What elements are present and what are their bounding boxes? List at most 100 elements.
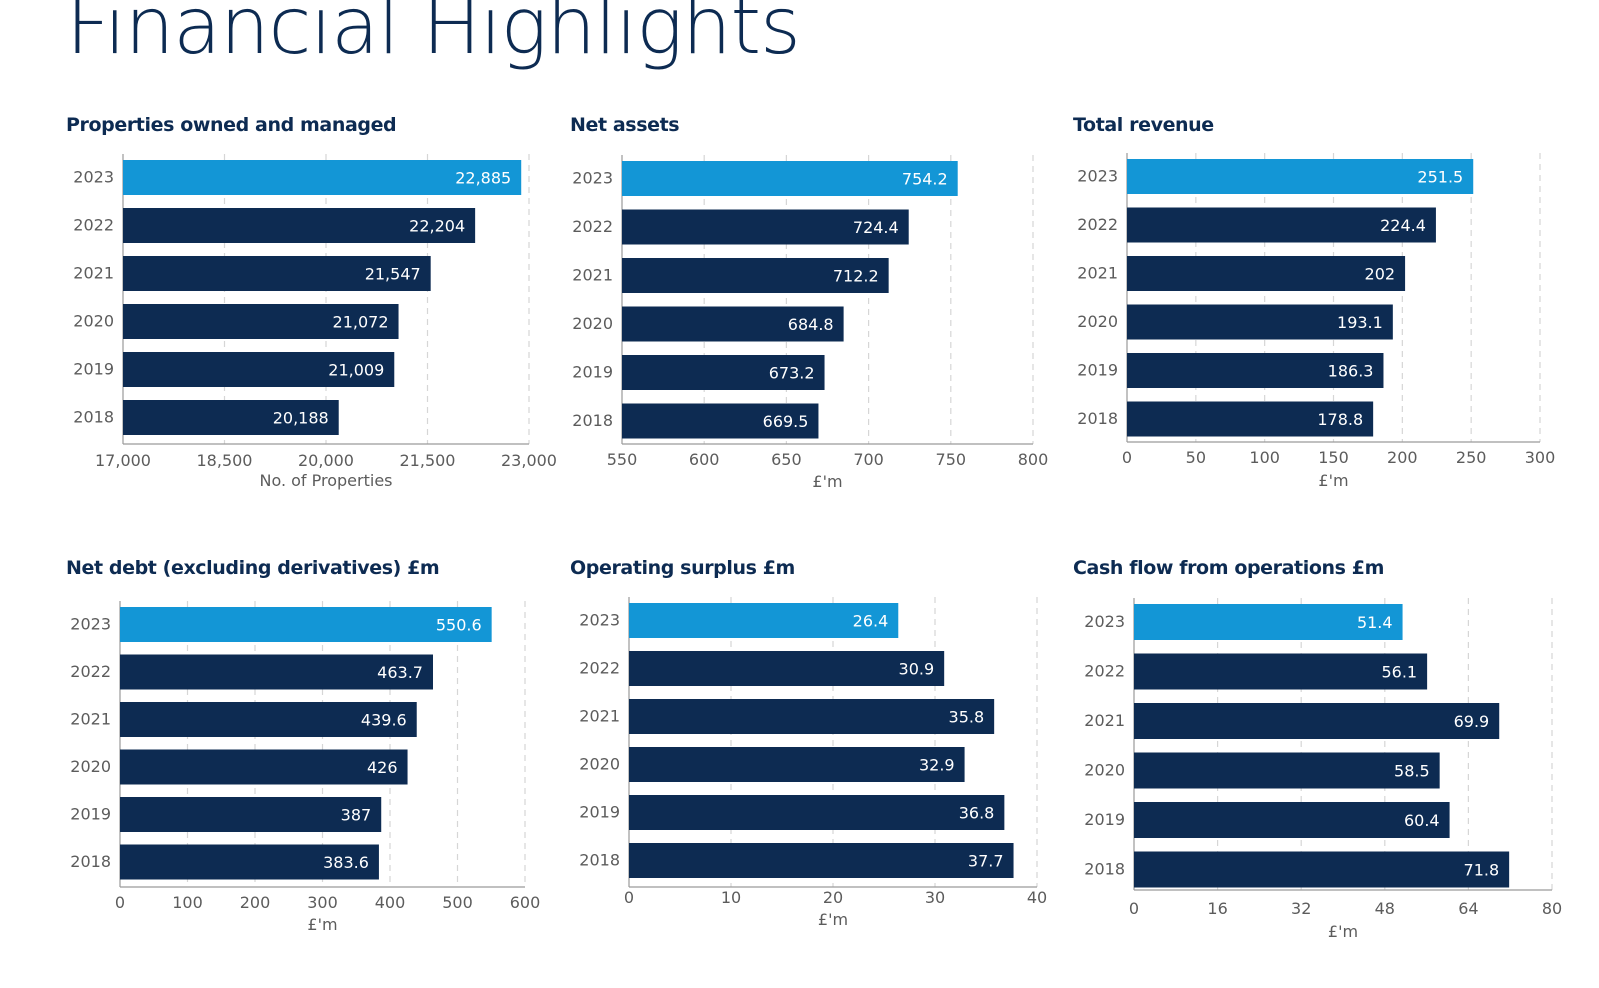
tick-label: 0 xyxy=(624,888,634,907)
bar-value-label: 669.5 xyxy=(763,412,809,431)
x-axis-label: £'m xyxy=(812,472,842,491)
tick-label: 50 xyxy=(1186,448,1206,467)
tick-label: 10 xyxy=(721,888,741,907)
tick-label: 200 xyxy=(1387,448,1418,467)
category-label: 2023 xyxy=(1077,167,1118,186)
category-label: 2018 xyxy=(73,408,114,427)
category-label: 2022 xyxy=(579,659,620,678)
x-axis-label: £'m xyxy=(307,915,337,934)
category-label: 2022 xyxy=(70,662,111,681)
bar xyxy=(1127,401,1374,437)
tick-label: 32 xyxy=(1291,899,1311,918)
bar-value-label: 202 xyxy=(1365,265,1396,284)
bar-value-label: 439.6 xyxy=(361,711,407,730)
tick-label: 21,500 xyxy=(400,451,456,470)
tick-label: 300 xyxy=(307,893,338,912)
bar xyxy=(629,747,965,782)
bar-value-label: 56.1 xyxy=(1381,663,1417,682)
chart-title: Properties owned and managed xyxy=(66,114,397,136)
category-label: 2020 xyxy=(70,757,111,776)
category-label: 2019 xyxy=(579,803,620,822)
chart-title: Operating surplus £m xyxy=(570,557,795,579)
category-label: 2020 xyxy=(579,755,620,774)
x-axis-label: £'m xyxy=(1328,922,1358,941)
bar xyxy=(1134,752,1440,789)
category-label: 2020 xyxy=(1084,761,1125,780)
category-label: 2022 xyxy=(1077,215,1118,234)
bar xyxy=(629,651,945,686)
category-label: 2019 xyxy=(73,360,114,379)
x-axis-label: £'m xyxy=(818,910,848,929)
bar xyxy=(123,352,395,387)
category-label: 2021 xyxy=(73,264,114,283)
category-label: 2019 xyxy=(1084,810,1125,829)
tick-label: 800 xyxy=(1018,450,1049,469)
bar xyxy=(622,209,909,245)
cash-flow-chart-panel: Cash flow from operations £m 51.4 2023 56.… xyxy=(1073,557,1583,947)
bar xyxy=(622,258,889,293)
bar xyxy=(622,355,825,390)
category-label: 2021 xyxy=(572,266,613,285)
bar-value-label: 35.8 xyxy=(949,708,985,727)
tick-label: 600 xyxy=(689,450,720,469)
bar xyxy=(1127,353,1384,388)
bar-value-label: 251.5 xyxy=(1417,168,1463,187)
bar-value-label: 58.5 xyxy=(1394,762,1430,781)
operating-surplus-chart-panel: Operating surplus £m 26.4 2023 30.9 2022 35.… xyxy=(570,557,1060,947)
bar-value-label: 30.9 xyxy=(899,660,935,679)
bar-value-label: 26.4 xyxy=(853,612,889,631)
category-label: 2020 xyxy=(572,314,613,333)
page-title: Financial Highlights xyxy=(66,0,801,72)
bar xyxy=(120,844,379,880)
bar-value-label: 60.4 xyxy=(1404,811,1440,830)
bar xyxy=(629,603,899,638)
tick-label: 20 xyxy=(823,888,843,907)
bar xyxy=(123,160,522,195)
tick-label: 40 xyxy=(1027,888,1047,907)
bar xyxy=(629,843,1014,878)
cash-flow-bar-chart: 51.4 2023 56.1 2022 69.9 2021 58.5 2020 60.4 2019… xyxy=(1084,598,1562,941)
category-label: 2018 xyxy=(1077,409,1118,428)
bar-value-label: 22,885 xyxy=(455,169,511,188)
bar xyxy=(1127,304,1393,340)
bar xyxy=(120,654,433,690)
bar xyxy=(120,797,382,832)
net-debt-chart-panel: Net debt (excluding derivatives) £m 550.… xyxy=(66,557,566,947)
tick-label: 300 xyxy=(1525,448,1556,467)
net-assets-bar-chart: 754.2 2023 724.4 2022 712.2 2021 684.8 2020 673.… xyxy=(572,155,1049,491)
bar xyxy=(1134,851,1510,888)
bar-value-label: 22,204 xyxy=(409,217,465,236)
properties-chart-panel: Properties owned and managed 22,885 2023 2… xyxy=(66,114,566,494)
bar-value-label: 178.8 xyxy=(1317,410,1363,429)
bar-value-label: 32.9 xyxy=(919,756,955,775)
tick-label: 0 xyxy=(115,893,125,912)
bar-value-label: 71.8 xyxy=(1464,861,1500,880)
category-label: 2018 xyxy=(579,851,620,870)
category-label: 2018 xyxy=(70,852,111,871)
tick-label: 64 xyxy=(1458,899,1478,918)
bar xyxy=(629,699,995,734)
category-label: 2022 xyxy=(572,217,613,236)
category-label: 2023 xyxy=(579,611,620,630)
tick-label: 250 xyxy=(1456,448,1487,467)
category-label: 2021 xyxy=(579,707,620,726)
bar xyxy=(1134,604,1403,640)
chart-title: Cash flow from operations £m xyxy=(1073,557,1384,579)
bar xyxy=(120,749,408,785)
bar-value-label: 21,547 xyxy=(365,265,421,284)
properties-bar-chart: 22,885 2023 22,204 2022 21,547 2021 21,072 2020… xyxy=(73,154,557,490)
bar-value-label: 684.8 xyxy=(788,315,834,334)
tick-label: 30 xyxy=(925,888,945,907)
tick-label: 500 xyxy=(442,893,473,912)
tick-label: 80 xyxy=(1542,899,1562,918)
tick-label: 650 xyxy=(771,450,802,469)
operating-surplus-bar-chart: 26.4 2023 30.9 2022 35.8 2021 32.9 2020 36.8 2019… xyxy=(579,597,1047,929)
category-label: 2019 xyxy=(70,805,111,824)
bar xyxy=(1127,207,1436,243)
bar xyxy=(622,161,958,196)
tick-label: 16 xyxy=(1207,899,1227,918)
bar-value-label: 51.4 xyxy=(1357,613,1393,632)
bar-value-label: 36.8 xyxy=(959,804,995,823)
bar-value-label: 426 xyxy=(367,758,398,777)
tick-label: 600 xyxy=(510,893,541,912)
